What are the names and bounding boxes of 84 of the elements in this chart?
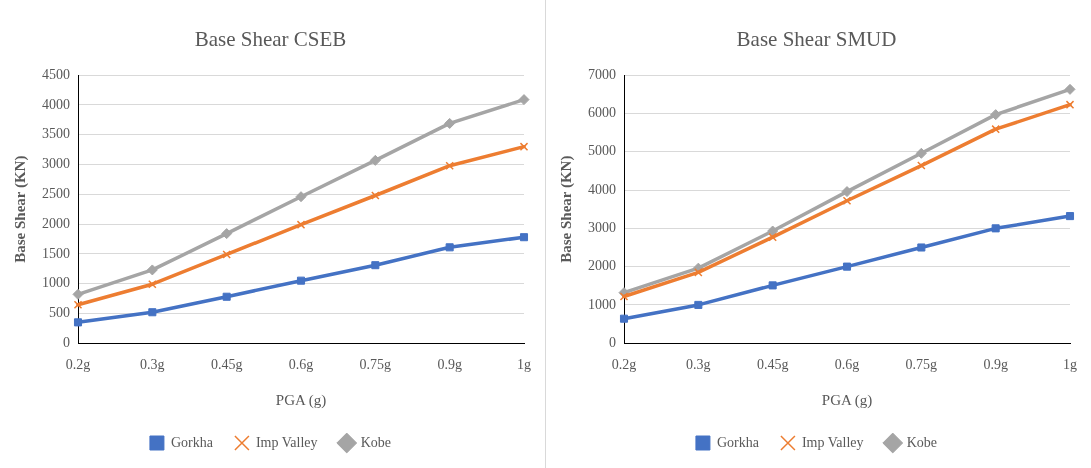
y-tick-label: 2000: [42, 215, 70, 231]
y-tick-label: 0: [63, 334, 70, 350]
y-tick-label: 5000: [588, 143, 616, 159]
x-tick-label: 0.6g: [834, 357, 860, 373]
chart-title: Base Shear CSEB: [194, 27, 347, 52]
x-axis-title: PGA (g): [275, 391, 327, 409]
point: [915, 147, 927, 159]
legend-label: Imp Valley: [801, 434, 864, 450]
y-tick-label: 6000: [588, 105, 616, 121]
point: [519, 142, 529, 151]
point: [1065, 212, 1075, 221]
x-tick-label: 0.45g: [210, 357, 243, 373]
point: [841, 186, 853, 198]
point: [694, 268, 703, 277]
x-tick-label: 0.9g: [437, 357, 462, 373]
point: [296, 276, 306, 285]
y-axis-title: Base Shear (KN): [557, 155, 575, 263]
y-tick-label: 2500: [42, 185, 70, 201]
x-axis-title: PGA (g): [821, 391, 873, 409]
point: [1064, 83, 1076, 95]
y-tick-label: 1500: [42, 245, 70, 261]
y-tick-label: 1000: [588, 296, 616, 312]
point: [221, 228, 233, 240]
legend-label: Gorkha: [716, 434, 760, 450]
point: [1065, 100, 1075, 109]
point: [222, 292, 231, 301]
x-tick-label: 0.9g: [983, 357, 1008, 373]
legend-label: Kobe: [906, 434, 938, 450]
point: [148, 279, 157, 289]
x-tick-label: 0.75g: [905, 357, 938, 373]
point: [445, 161, 454, 171]
y-tick-label: 0: [609, 334, 616, 350]
y-tick-label: 3500: [42, 126, 70, 142]
point: [72, 288, 84, 300]
point: [991, 224, 1000, 233]
point: [146, 264, 158, 276]
point: [371, 191, 380, 200]
y-tick-label: 3000: [42, 156, 70, 172]
y-tick-label: 1000: [42, 275, 70, 291]
point: [842, 196, 852, 206]
x-tick-label: 0.6g: [288, 357, 314, 373]
x-tick-label: 0.75g: [359, 357, 392, 373]
y-tick-label: 3000: [588, 220, 616, 236]
point: [296, 220, 306, 229]
point: [990, 109, 1002, 121]
y-tick-label: 2000: [588, 258, 616, 274]
point: [148, 308, 157, 317]
x-tick-label: 0.2g: [65, 357, 91, 373]
y-tick-label: 7000: [588, 66, 616, 82]
point: [768, 232, 777, 242]
point: [767, 225, 779, 237]
point: [991, 124, 1000, 134]
x-tick-label: 0.3g: [140, 357, 165, 373]
legend-label: Imp Valley: [255, 434, 318, 450]
point: [518, 94, 530, 106]
legend-label: Gorkha: [170, 434, 214, 450]
legend-label: Kobe: [360, 434, 392, 450]
point: [917, 161, 926, 170]
point: [445, 243, 454, 252]
point: [73, 318, 83, 327]
point: [619, 292, 629, 301]
point: [842, 262, 852, 271]
x-tick-label: 1g: [517, 357, 531, 373]
y-tick-label: 4000: [42, 96, 70, 112]
point: [917, 243, 926, 252]
x-tick-label: 0.45g: [756, 357, 789, 373]
point: [369, 154, 381, 166]
point: [519, 233, 529, 242]
point: [222, 250, 231, 259]
point: [694, 300, 703, 309]
x-tick-label: 1g: [1063, 357, 1077, 373]
chart-title: Base Shear SMUD: [736, 27, 897, 52]
point: [295, 191, 307, 203]
x-tick-label: 0.3g: [686, 357, 711, 373]
x-tick-label: 0.2g: [611, 357, 637, 373]
point: [768, 281, 777, 290]
point: [371, 261, 380, 270]
y-axis-title: Base Shear (KN): [11, 155, 29, 263]
y-tick-label: 500: [49, 305, 70, 321]
y-tick-label: 4000: [588, 181, 616, 197]
point: [619, 314, 629, 323]
point: [444, 117, 456, 129]
y-tick-label: 4500: [42, 66, 70, 82]
point: [73, 300, 83, 310]
